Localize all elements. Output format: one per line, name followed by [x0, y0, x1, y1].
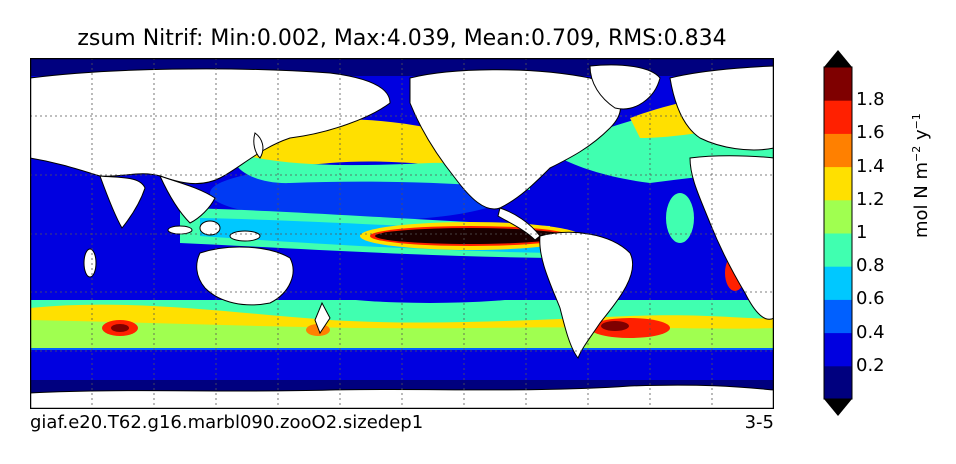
land-north-america — [409, 69, 621, 210]
land-australia — [196, 246, 294, 306]
land-new-guinea — [229, 230, 261, 242]
colorbar-tick-label: 1 — [856, 222, 868, 243]
map-title: zsum Nitrif: Min:0.002, Max:4.039, Mean:… — [77, 26, 727, 51]
colorbar-segment — [824, 133, 852, 168]
colorbar-segment — [824, 199, 852, 234]
gyre-south-pacific — [260, 243, 600, 303]
colorbar-tick-label: 1.4 — [856, 155, 885, 177]
colorbar-top-arrow — [824, 50, 852, 67]
colorbar-segment — [824, 266, 852, 300]
north-pacific-band-green — [235, 153, 530, 190]
colorbar-border — [823, 66, 853, 400]
equatorial-pacific-black — [375, 228, 565, 244]
grid-lines — [30, 58, 774, 409]
colorbar-tick-label: 0.8 — [856, 255, 885, 277]
map-border — [30, 58, 774, 409]
colorbar-segment — [824, 233, 852, 267]
land-central-america — [497, 207, 541, 241]
case-name: giaf.e20.T62.g16.marbl090.zooO2.sizedep1 — [30, 412, 424, 433]
colorbar-tick-label: 0.6 — [856, 288, 885, 310]
colorbar-segment — [824, 166, 852, 201]
colorbar-tick-label: 0.2 — [856, 354, 885, 376]
land-japan — [253, 132, 264, 159]
season-label: 3-5 — [744, 412, 774, 433]
colorbar-tick-label: 1.2 — [856, 188, 885, 210]
land-india — [99, 175, 146, 229]
land-borneo — [199, 220, 221, 236]
land-se-asia — [159, 175, 216, 224]
colorbar-segment — [824, 365, 852, 400]
colorbar-tick-label: 1.6 — [856, 122, 885, 144]
land-sumatra — [167, 225, 193, 235]
land-eurasia — [30, 68, 391, 185]
colorbar-segment — [824, 299, 852, 334]
colorbar-segment — [824, 332, 852, 367]
land-greenland — [589, 64, 661, 110]
colorbar-bottom-arrow — [824, 399, 852, 416]
global-map — [30, 58, 774, 409]
colorbar-tick-label: 1.8 — [856, 89, 885, 111]
land-africa — [689, 155, 774, 320]
colorbar-label: mol N m−2 y−1 — [910, 113, 932, 238]
colorbar-segment — [824, 67, 852, 101]
colorbar — [823, 50, 853, 416]
land-new-zealand — [314, 301, 331, 335]
land-south-america — [539, 231, 634, 359]
colorbar-tick-label: 0.4 — [856, 321, 885, 343]
land-europe — [669, 65, 774, 151]
upwelling-west-africa — [666, 193, 694, 243]
land-madagascar — [83, 248, 97, 278]
colorbar-segment — [824, 100, 852, 134]
